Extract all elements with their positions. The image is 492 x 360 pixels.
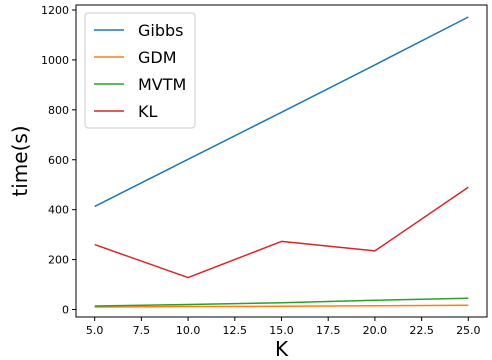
y-tick-label: 1200 [41,4,69,17]
x-tick-label: 20.0 [363,324,388,337]
series-line-mvtm [94,297,469,307]
y-tick-label: 800 [48,104,69,117]
x-tick-label: 25.0 [456,324,481,337]
series-line-kl [94,186,469,279]
legend: Gibbs GDM MVTM KL [84,12,196,129]
series-line-gibbs [94,16,469,208]
x-tick-label: 12.5 [223,324,248,337]
y-tick-label: 1000 [41,54,69,67]
x-axis-label: K [275,337,289,360]
x-tick-label: 10.0 [176,324,201,337]
legend-label: MVTM [138,75,186,94]
x-tick-label: 7.5 [133,324,151,337]
y-axis: 0 200 400 600 800 1000 1200 [41,4,76,317]
y-tick-label: 0 [62,304,69,317]
legend-label: KL [138,102,157,121]
series-layer [94,16,469,308]
x-axis: 5.0 7.5 10.0 12.5 15.0 17.5 20.0 22.5 25.0 [86,317,481,337]
y-tick-label: 600 [48,154,69,167]
legend-box [84,12,196,129]
x-tick-label: 15.0 [269,324,294,337]
y-tick-label: 200 [48,254,69,267]
x-tick-label: 5.0 [86,324,104,337]
y-tick-label: 400 [48,204,69,217]
x-tick-label: 17.5 [316,324,341,337]
y-axis-label: time(s) [8,125,32,196]
x-tick-label: 22.5 [409,324,434,337]
legend-label: GDM [138,48,177,67]
legend-label: Gibbs [138,21,184,40]
series-line-gdm [94,304,469,308]
